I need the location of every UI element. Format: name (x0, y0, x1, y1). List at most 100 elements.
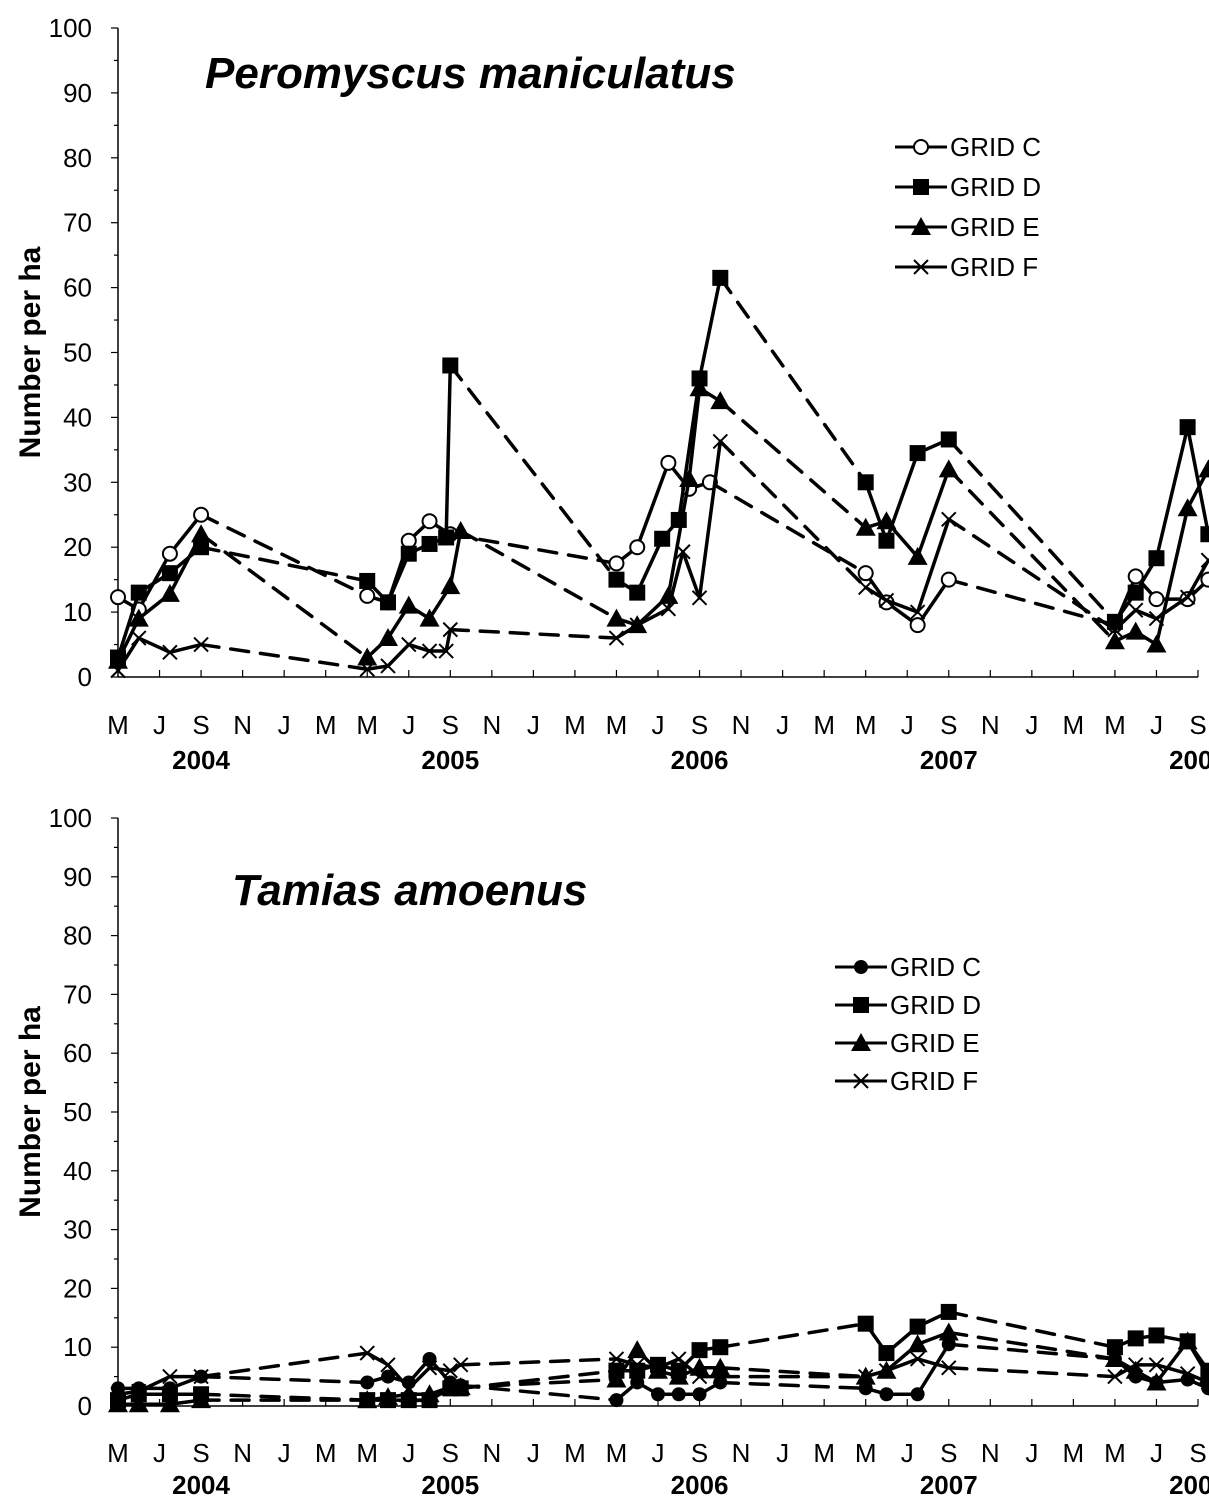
data-point (909, 1318, 926, 1335)
series-segment-dashed (458, 1357, 619, 1367)
data-point (691, 1368, 708, 1385)
x-tick-label: J (1150, 1438, 1163, 1468)
data-point (1179, 419, 1196, 436)
data-point (421, 643, 438, 659)
x-tick-label: S (1189, 1438, 1206, 1468)
x-tick-label: M (107, 710, 129, 740)
series-segment (365, 664, 390, 671)
series-segment-dashed (199, 1351, 369, 1379)
y-tick-label: 100 (49, 13, 92, 43)
data-point (878, 592, 895, 609)
data-point (193, 1368, 209, 1385)
legend-label: GRID D (950, 172, 1041, 202)
data-point (398, 1384, 419, 1403)
y-tick-label: 10 (63, 1332, 92, 1362)
x-tick-label: M (356, 1438, 378, 1468)
data-point (442, 357, 459, 374)
series-segment (444, 627, 453, 653)
x-tick-label: M (855, 1438, 877, 1468)
data-point (128, 608, 149, 627)
data-point (1198, 459, 1209, 478)
legend-marker (854, 960, 868, 974)
data-point (130, 584, 147, 601)
data-point (1148, 1357, 1165, 1373)
data-point (691, 1342, 708, 1359)
x-tick-label: J (153, 1438, 166, 1468)
series-segment-dashed (718, 399, 868, 530)
data-point (1179, 589, 1196, 605)
x-tick-label: M (315, 1438, 337, 1468)
data-point (1106, 1339, 1123, 1356)
data-point (442, 621, 459, 638)
legend-marker (853, 997, 869, 1013)
x-tick-label: N (981, 710, 1000, 740)
series-segment (884, 598, 920, 614)
series-segment-dashed (458, 529, 619, 621)
year-label: 2004 (172, 745, 230, 775)
data-point (691, 590, 708, 606)
data-point (710, 391, 731, 410)
x-tick-label: M (606, 710, 628, 740)
data-point (193, 636, 209, 653)
x-tick-label: N (482, 1438, 501, 1468)
series-segment (635, 537, 664, 595)
x-tick-label: S (691, 710, 708, 740)
series-grid-d (110, 269, 1209, 666)
data-point (1125, 621, 1146, 640)
series-segment-dashed (947, 1310, 1117, 1349)
series-segment (697, 439, 723, 600)
legend-marker (911, 217, 931, 235)
year-label: 2008 (1169, 745, 1209, 775)
data-point (654, 530, 671, 547)
data-point (1125, 1360, 1146, 1379)
y-tick-label: 90 (63, 862, 92, 892)
data-point (941, 1360, 957, 1376)
data-point (159, 583, 180, 602)
data-point (940, 1303, 957, 1320)
data-point (909, 617, 926, 634)
series-segment-dashed (947, 1342, 1117, 1361)
series-segment-dashed (947, 517, 1117, 632)
chart-title: Tamias amoenus (232, 866, 587, 915)
series-segment-dashed (448, 363, 619, 582)
series-segment-dashed (458, 1383, 619, 1402)
series-segment (656, 1357, 681, 1370)
series-segment (635, 607, 671, 627)
x-tick-label: S (691, 1438, 708, 1468)
series-segment (915, 1357, 951, 1370)
x-tick-label: S (442, 1438, 459, 1468)
data-point (629, 539, 646, 556)
data-point (692, 1387, 707, 1402)
x-tick-label: M (1104, 710, 1126, 740)
data-point (909, 604, 926, 620)
x-tick-label: N (482, 710, 501, 740)
data-point (450, 1377, 471, 1396)
data-point (400, 545, 417, 562)
data-point (1148, 610, 1165, 627)
data-point (1107, 1368, 1123, 1385)
series-segment (1154, 1363, 1190, 1376)
data-point (191, 1390, 212, 1409)
data-point (1127, 584, 1144, 601)
data-point (110, 1386, 126, 1402)
data-point (378, 1387, 398, 1406)
series-segment (137, 636, 172, 655)
series-segment (168, 513, 203, 556)
data-point (357, 1390, 378, 1409)
series-segment (666, 549, 685, 611)
data-point (359, 661, 375, 677)
data-point (627, 1340, 648, 1359)
data-point (1177, 1331, 1198, 1350)
data-point (1146, 634, 1167, 653)
x-tick-label: J (652, 710, 665, 740)
series-segment-dashed (708, 480, 868, 575)
legend-marker (913, 179, 929, 195)
y-tick-label: 0 (78, 1391, 92, 1421)
data-point (675, 544, 691, 560)
data-point (421, 1360, 438, 1376)
legend-label: GRID C (890, 952, 981, 982)
series-segment (863, 1368, 889, 1379)
